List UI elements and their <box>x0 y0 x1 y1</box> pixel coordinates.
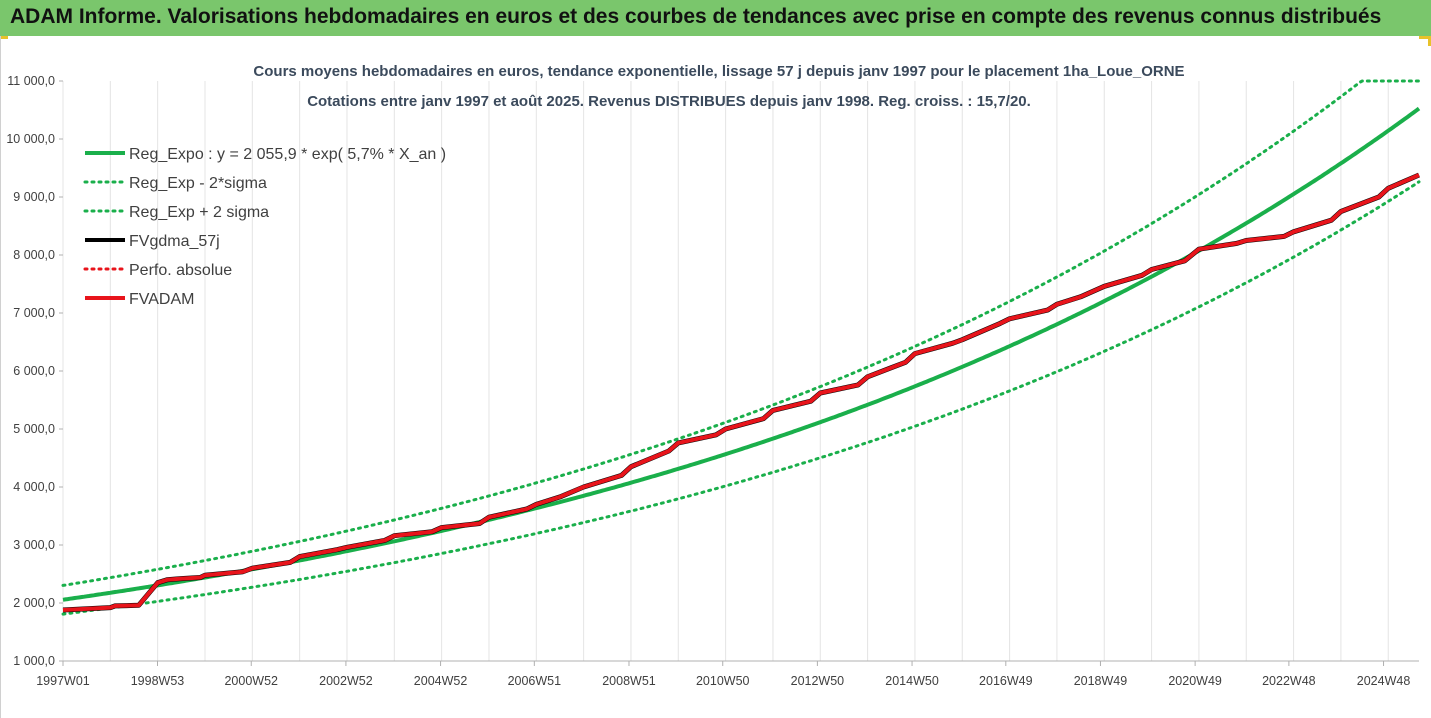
legend-label: FVADAM <box>129 291 194 308</box>
x-tick-label: 2012W50 <box>791 674 845 688</box>
legend-label: FVgdma_57j <box>129 233 220 250</box>
reg-exp-plus-2sigma-line <box>61 79 1421 587</box>
x-tick-label: 2022W48 <box>1262 674 1316 688</box>
corner-mark-left <box>0 36 8 39</box>
grid-lines <box>62 81 1389 661</box>
x-tick-label: 2024W48 <box>1357 674 1411 688</box>
y-tick-label: 6 000,0 <box>13 364 55 378</box>
legend-label: Reg_Expo : y = 2 055,9 * exp( 5,7% * X_a… <box>129 146 446 163</box>
x-tick-label: 2014W50 <box>885 674 939 688</box>
line-chart: 1 000,0 2 000,0 3 000,0 4 000,0 5 000,0 6 000… <box>6 63 1421 688</box>
title-banner: ADAM Informe. Valorisations hebdomadaire… <box>0 0 1431 36</box>
chart-area: 1 000,0 2 000,0 3 000,0 4 000,0 5 000,0 6 000… <box>0 36 1431 718</box>
y-tick-label: 11 000,0 <box>7 74 55 88</box>
x-tick-label: 2000W52 <box>224 674 278 688</box>
corner-mark-right <box>1419 36 1431 39</box>
y-tick-label: 9 000,0 <box>13 190 55 204</box>
plot-lines <box>61 79 1421 616</box>
corner-mark-right-vertical <box>1428 36 1431 46</box>
x-tick-label: 1998W53 <box>131 674 185 688</box>
legend: Reg_Expo : y = 2 055,9 * exp( 5,7% * X_a… <box>83 146 446 308</box>
x-tick-label: 2008W51 <box>602 674 656 688</box>
x-tick-label: 2006W51 <box>508 674 562 688</box>
y-tick-label: 7 000,0 <box>13 306 55 320</box>
y-tick-label: 3 000,0 <box>13 538 55 552</box>
x-tick-label: 2002W52 <box>319 674 373 688</box>
x-tick-label: 1997W01 <box>36 674 90 688</box>
x-tick-label: 2010W50 <box>696 674 750 688</box>
legend-label: Perfo. absolue <box>129 262 232 279</box>
y-tick-label: 10 000,0 <box>6 132 55 146</box>
reg-exp-minus-2sigma-line <box>61 180 1421 616</box>
fvadam-line <box>62 173 1420 612</box>
chart-subtitle: Cotations entre janv 1997 et août 2025. … <box>307 93 1031 110</box>
x-tick-label: 2016W49 <box>979 674 1033 688</box>
y-tick-label: 8 000,0 <box>13 248 55 262</box>
x-tick-label: 2004W52 <box>414 674 468 688</box>
y-tick-label: 1 000,0 <box>13 654 55 668</box>
chart-title: Cours moyens hebdomadaires en euros, ten… <box>253 63 1184 80</box>
x-tick-label: 2020W49 <box>1168 674 1222 688</box>
legend-label: Reg_Exp - 2*sigma <box>129 175 267 192</box>
y-tick-label: 2 000,0 <box>13 596 55 610</box>
y-tick-label: 4 000,0 <box>13 480 55 494</box>
legend-label: Reg_Exp + 2 sigma <box>129 204 269 221</box>
axes: 1 000,0 2 000,0 3 000,0 4 000,0 5 000,0 6 000… <box>6 74 1419 688</box>
banner-title: ADAM Informe. Valorisations hebdomadaire… <box>10 5 1382 28</box>
x-tick-label: 2018W49 <box>1074 674 1128 688</box>
y-tick-label: 5 000,0 <box>13 422 55 436</box>
